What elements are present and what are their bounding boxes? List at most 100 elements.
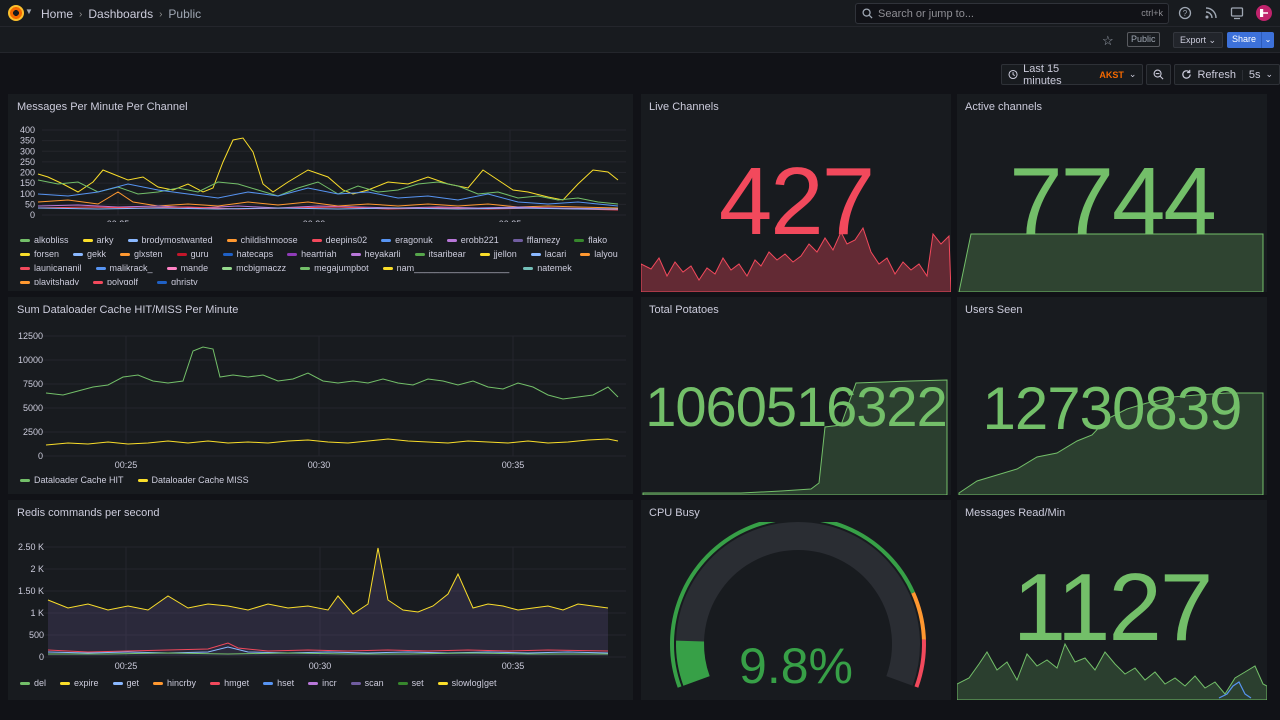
panel-title: Live Channels [649,101,719,113]
gauge-value: 9.8% [739,638,853,694]
y-tick-label: 500 [29,630,44,640]
legend-swatch [381,238,392,242]
legend-item[interactable]: lalyou [580,249,618,259]
legend-item[interactable]: hincrby [153,678,196,688]
legend-item[interactable]: get [112,678,140,688]
search-shortcut: ctrl+k [1141,8,1163,18]
legend-item[interactable]: itsaribear [414,249,466,259]
legend-item[interactable]: guru [176,249,209,259]
legend-item[interactable]: Dataloader Cache HIT [20,475,124,485]
legend-item[interactable]: nam___________________ [382,263,509,273]
legend-item[interactable]: scan [350,678,384,688]
panel-title: Total Potatoes [649,304,719,316]
legend-label: hset [277,678,295,688]
legend-item[interactable]: natemek [523,263,572,273]
legend-item[interactable]: hmget [210,678,249,688]
legend-item[interactable]: launicananil [20,263,82,273]
legend-item[interactable]: expire [60,678,99,688]
breadcrumb-dashboards[interactable]: Dashboards [88,7,154,21]
legend-label: polygolf_ [107,277,144,285]
legend-item[interactable]: eragonuk [381,235,433,245]
legend-swatch [382,266,393,270]
stat-value: 12730839 [982,375,1243,442]
kiosk-mode-icon[interactable] [1230,6,1244,20]
legend-item[interactable]: heyakarli [350,249,401,259]
cache-timeseries-chart[interactable]: 12500 10000 7500 5000 2500 0 00:25 00:30 00:35 [8,325,633,475]
panel-title: Messages Per Minute Per Channel [17,101,188,113]
legend-item[interactable]: gekk [73,249,106,259]
chevron-down-icon[interactable]: ▼ [25,7,33,16]
legend-item[interactable]: Dataloader Cache MISS [137,475,249,485]
legend-swatch [82,238,93,242]
legend-item[interactable]: alkobliss [20,235,69,245]
y-tick-label: 200 [20,168,35,178]
legend-item[interactable]: incr [308,678,337,688]
legend-item[interactable]: arky [82,235,114,245]
legend-item[interactable]: fflamezy [512,235,560,245]
legend-swatch [222,252,233,256]
legend-label: lacari [544,249,567,259]
zoom-out-button[interactable] [1146,64,1172,85]
refresh-button[interactable]: Refresh | 5s ⌄ [1174,64,1280,85]
search-icon [862,8,873,19]
share-button[interactable]: Share [1227,32,1262,48]
legend-item[interactable]: playitshady [20,277,79,285]
y-tick-label: 2 K [30,564,44,574]
legend-item[interactable]: slowlog|get [437,678,497,688]
legend-swatch [574,238,585,242]
legend-item[interactable]: mande [166,263,209,273]
legend-label: mande [180,263,209,273]
legend-item[interactable]: del [20,678,46,688]
legend-item[interactable]: megajumpbot [300,263,369,273]
panel-dataloader-cache: Sum Dataloader Cache HIT/MISS Per Minute… [8,297,633,494]
legend-item[interactable]: set [397,678,424,688]
legend-item[interactable]: mcbigmaczz [222,263,286,273]
legend-item[interactable]: jjellon [479,249,517,259]
legend-swatch [120,252,131,256]
legend-item[interactable]: malikrack_ [95,263,153,273]
time-range-label: Last 15 minutes [1023,62,1062,87]
legend-swatch [446,238,457,242]
x-tick-label: 00:35 [502,460,525,470]
rss-news-icon[interactable] [1204,6,1218,20]
legend-swatch [414,252,425,256]
x-tick-label: 00:30 [303,219,326,222]
legend-item[interactable]: flako [574,235,607,245]
legend-item[interactable]: childishmoose [226,235,298,245]
legend-item[interactable]: lacari [530,249,567,259]
grafana-logo-icon[interactable] [8,5,24,21]
legend-item[interactable]: glxsten [120,249,163,259]
y-tick-label: 150 [20,178,35,188]
search-input[interactable]: Search or jump to... ctrl+k [855,3,1169,24]
user-avatar[interactable] [1256,5,1272,21]
chart-grid: 12500 10000 7500 5000 2500 0 00:25 00:30 00:35 [18,331,626,470]
help-icon[interactable]: ? [1178,6,1192,20]
share-menu-chevron-icon[interactable]: ⌄ [1261,32,1274,48]
legend-item[interactable]: brodymostwanted [127,235,213,245]
legend-swatch [287,252,298,256]
refresh-interval[interactable]: 5s [1248,68,1261,81]
stat-value: 1060516322 [645,375,947,438]
legend-item[interactable]: erobb221 [446,235,499,245]
panel-messages-per-minute: Messages Per Minute Per Channel 400 350 30… [8,94,633,291]
redis-timeseries-chart[interactable]: 2.50 K 2 K 1.50 K 1 K 500 0 00:25 00:30 00:35 [8,532,633,674]
chart-legend: alkobliss arky brodymostwanted childishmoos… [20,235,620,285]
legend-item[interactable]: hset [263,678,294,688]
legend-label: erobb221 [460,235,499,245]
legend-label: eragonuk [395,235,433,245]
legend-label: hmget [224,678,250,688]
legend-item[interactable]: polygolf_ [93,277,143,285]
legend-item[interactable]: deepins02 [311,235,367,245]
legend-label: get [126,678,140,688]
legend-swatch [127,238,138,242]
star-icon[interactable]: ☆ [1102,33,1114,48]
legend-item[interactable]: forsen [20,249,59,259]
legend-item[interactable]: heartriah [287,249,337,259]
legend-item[interactable]: hatecaps [222,249,273,259]
export-button[interactable]: Export ⌄ [1173,32,1224,48]
time-range-picker[interactable]: Last 15 minutes AKST ⌄ [1001,62,1144,87]
breadcrumb-home[interactable]: Home [41,7,74,21]
legend-item[interactable]: qhristv [157,277,198,285]
